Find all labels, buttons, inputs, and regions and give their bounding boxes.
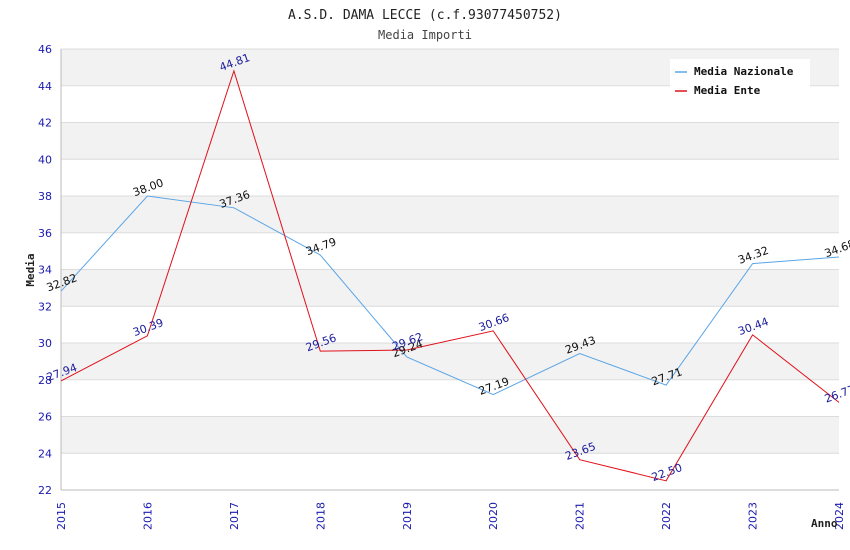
y-tick-label: 22 — [38, 484, 52, 497]
y-tick-label: 42 — [38, 117, 52, 130]
x-tick-label: 2017 — [228, 502, 241, 530]
y-tick-label: 36 — [38, 227, 52, 240]
x-tick-label: 2018 — [314, 502, 327, 530]
x-tick-label: 2022 — [660, 502, 673, 530]
x-tick-labels: 2015 2016 2017 2018 2019 2020 2021 2022 2023 2024 — [55, 502, 846, 530]
plot-band — [61, 122, 839, 160]
plot-background — [61, 49, 839, 490]
plot-band — [61, 159, 839, 196]
y-tick-label: 40 — [38, 153, 52, 166]
y-tick-label: 28 — [38, 374, 52, 387]
y-tick-labels: 22 24 26 28 30 32 34 36 38 40 42 44 46 — [38, 43, 52, 497]
y-tick-label: 26 — [38, 411, 52, 424]
y-tick-label: 30 — [38, 337, 52, 350]
x-tick-label: 2015 — [55, 502, 68, 530]
x-tick-label: 2016 — [141, 502, 154, 530]
y-tick-label: 34 — [38, 264, 52, 277]
x-tick-label: 2023 — [747, 502, 760, 530]
x-tick-label: 2019 — [401, 502, 414, 530]
y-tick-label: 32 — [38, 300, 52, 313]
x-tick-label: 2021 — [574, 502, 587, 530]
legend-box — [670, 59, 810, 99]
y-tick-label: 24 — [38, 447, 52, 460]
plot-band — [61, 453, 839, 490]
plot-band — [61, 379, 839, 417]
plot-band — [61, 343, 839, 380]
plot-band — [61, 232, 839, 270]
y-axis-title: Media — [24, 253, 37, 286]
x-tick-label: 2020 — [487, 502, 500, 530]
chart-subtitle: Media Importi — [378, 28, 472, 42]
plot-band — [61, 196, 839, 233]
plot-band — [61, 306, 839, 343]
x-tick-label: 2024 — [833, 502, 846, 530]
series-lines — [60, 69, 840, 482]
axes — [60, 49, 839, 491]
y-tick-label: 46 — [38, 43, 52, 56]
plot-band — [61, 269, 839, 307]
y-tick-label: 38 — [38, 190, 52, 203]
y-tick-label: 44 — [38, 80, 52, 93]
legend: Media Nazionale Media Ente — [670, 59, 810, 99]
x-axis-title: Anno — [811, 517, 838, 530]
legend-label-nazionale: Media Nazionale — [694, 65, 794, 78]
series-line-ente — [60, 69, 840, 482]
chart-title: A.S.D. DAMA LECCE (c.f.93077450752) — [288, 8, 562, 23]
plot-band — [61, 416, 839, 454]
legend-label-ente: Media Ente — [694, 84, 761, 97]
